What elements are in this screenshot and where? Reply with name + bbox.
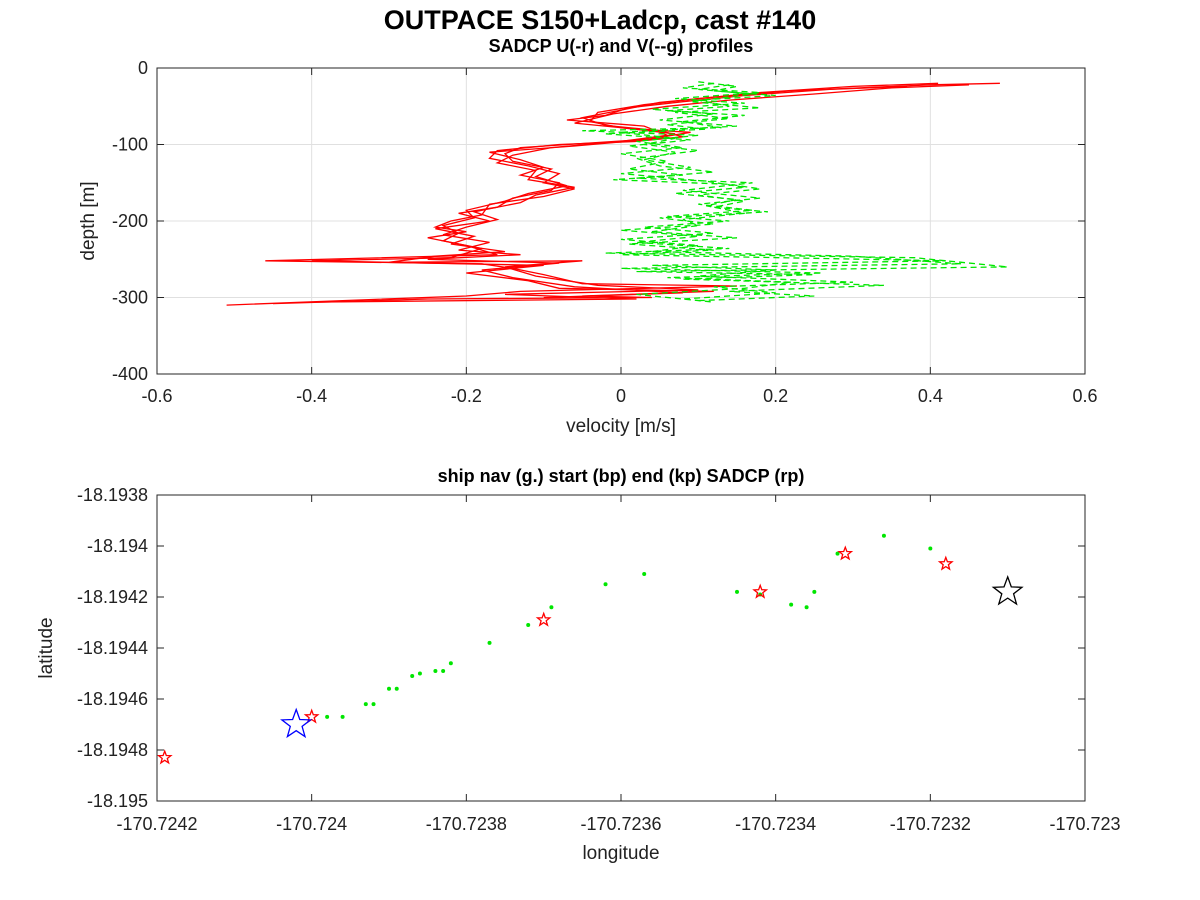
profile-data [226,81,1008,306]
nav-point [410,674,415,679]
nav-point [417,671,422,676]
profile-ylabel: depth [m] [78,181,99,260]
nav-point [928,546,933,551]
nav-point [881,533,886,538]
nav-point [789,602,794,607]
y-tick-label: -100 [112,135,148,155]
profile-plot: SADCP U(-r) and V(--g) profiles -0.6 -0.4… [78,36,1098,437]
sadcp-star-marker [937,555,954,571]
profile-line-u [427,85,908,299]
y-tick-label: -200 [112,211,148,231]
nav-point [835,551,840,556]
y-tick-label: -300 [112,288,148,308]
x-tick-label: -170.7242 [116,814,197,834]
nav-point [812,589,817,594]
x-tick-label: -0.2 [451,386,482,406]
nav-point [387,686,391,691]
x-tick-label: -170.723 [1049,814,1120,834]
nav-point [603,582,608,587]
profile-line-u [311,84,970,303]
nav-plot: ship nav (g.) start (bp) end (kp) SADCP … [36,466,1121,864]
nav-xlabel: longitude [582,843,659,864]
y-tick-label: -18.195 [87,791,148,811]
sadcp-star-marker [752,583,769,599]
x-tick-label: -170.724 [276,814,347,834]
profile-ticks: -0.6 -0.4 -0.2 0 0.2 0.4 0.6 -400 -300 -200 -100 0 [112,58,1098,406]
sadcp-star-marker [837,545,854,561]
x-tick-label: -170.7236 [580,814,661,834]
profile-xlabel: velocity [m/s] [566,416,676,437]
sadcp-star-marker [156,749,173,765]
x-tick-label: -170.7238 [426,814,507,834]
nav-point [371,702,376,707]
profile-line-v [582,81,1008,302]
nav-point [735,589,739,594]
y-tick-label: -18.1946 [77,689,148,709]
profile-plot-title: SADCP U(-r) and V(--g) profiles [489,36,754,56]
start-star-marker [280,707,313,739]
x-tick-label: -170.7234 [735,814,816,834]
end-star-marker [991,575,1024,606]
y-tick-label: -18.1942 [77,587,148,607]
nav-point [441,668,446,673]
nav-point [549,605,554,610]
y-tick-label: -18.1938 [77,485,148,505]
x-tick-label: 0.4 [918,386,943,406]
y-tick-label: -18.1944 [77,638,148,658]
sadcp-star-marker [535,611,552,627]
nav-point [340,714,345,719]
profile-line-v [620,82,962,303]
nav-plot-area [157,495,1085,801]
x-tick-label: 0.6 [1072,386,1097,406]
nav-point [448,661,453,666]
nav-point [394,686,399,691]
x-tick-label: -0.6 [141,386,172,406]
nav-point [642,572,647,577]
y-tick-label: -18.194 [87,536,148,556]
x-tick-label: -170.7232 [890,814,971,834]
nav-point [804,605,809,610]
nav-point [325,714,330,719]
x-tick-label: 0.2 [763,386,788,406]
y-tick-label: -18.1948 [77,740,148,760]
nav-point [487,640,492,645]
nav-point [363,702,368,707]
nav-ylabel: latitude [36,617,57,678]
x-tick-label: -0.4 [296,386,327,406]
nav-point [433,668,438,673]
y-tick-label: -400 [112,364,148,384]
y-tick-label: 0 [138,58,148,78]
nav-plot-title: ship nav (g.) start (bp) end (kp) SADCP … [438,466,805,486]
nav-data [156,533,1024,765]
x-tick-label: 0 [616,386,626,406]
nav-ticks: -170.7242 -170.724 -170.7238 -170.7236 -170.… [77,485,1121,834]
figure-title: OUTPACE S150+Ladcp, cast #140 [384,5,816,35]
nav-point [526,623,531,628]
